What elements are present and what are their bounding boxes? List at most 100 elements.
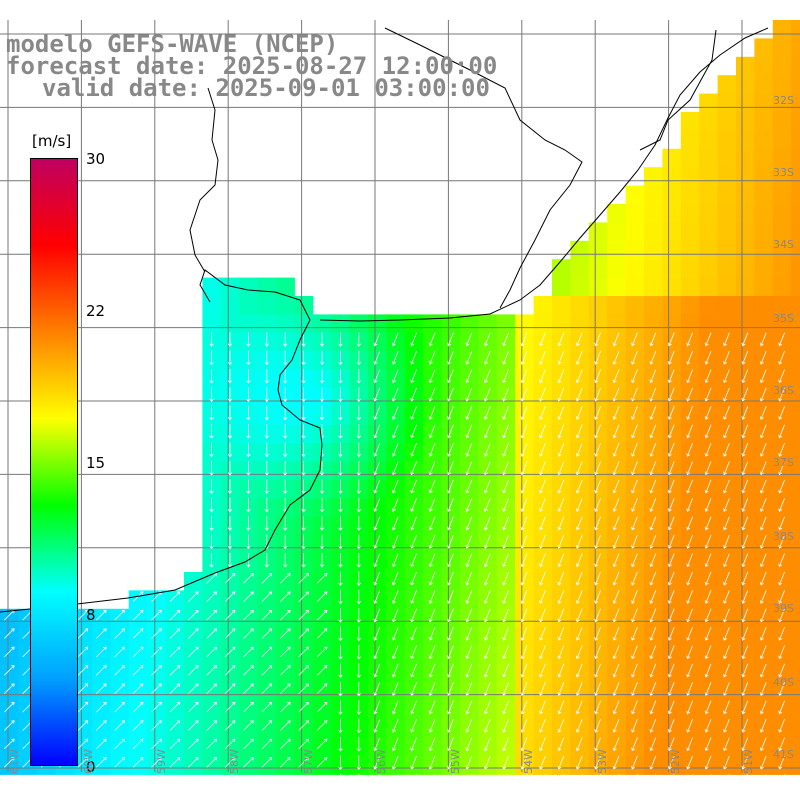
wind-arrow-head (301, 527, 306, 531)
wind-arrow (188, 720, 199, 731)
wind-arrow-head (305, 573, 309, 577)
wind-arrow (374, 369, 381, 383)
wind-cell (386, 572, 406, 591)
wind-arrow-head (612, 361, 617, 365)
wind-cell (515, 332, 535, 352)
wind-arrow-head (338, 527, 343, 531)
wind-arrow-head (323, 573, 328, 577)
lat-label: 35S (773, 312, 794, 325)
wind-arrow-head (447, 434, 452, 439)
wind-arrow (484, 369, 491, 383)
wind-cell (570, 424, 590, 444)
wind-arrow-head (502, 637, 507, 641)
wind-arrow-head (594, 361, 599, 365)
wind-cell (680, 664, 700, 683)
wind-arrow-head (557, 471, 562, 476)
wind-arrow (613, 424, 620, 438)
wind-cell (312, 700, 332, 720)
wind-arrow (484, 424, 491, 438)
wind-arrow-head (246, 380, 251, 384)
wind-arrow-head (103, 720, 107, 724)
wind-arrow (447, 755, 454, 770)
wind-arrow-head (575, 379, 580, 384)
wind-arrow-head (575, 526, 580, 531)
wind-arrow-head (465, 379, 470, 384)
wind-arrow-head (231, 775, 236, 779)
wind-cell (772, 20, 792, 39)
wind-cell (607, 443, 627, 463)
wind-cell (607, 369, 627, 389)
wind-arrow-head (195, 628, 199, 632)
wind-arrow (429, 442, 436, 457)
wind-arrow-head (649, 361, 654, 365)
wind-arrow-head (428, 765, 433, 770)
wind-arrow-head (723, 545, 728, 549)
wind-cell (754, 38, 774, 58)
wind-arrow-head (301, 509, 306, 513)
wind-arrow-head (268, 609, 273, 614)
wind-cell (588, 682, 608, 702)
wind-cell (607, 332, 627, 352)
wind-arrow-head (264, 380, 269, 384)
wind-arrow (521, 590, 528, 604)
wind-cell (404, 553, 424, 573)
wind-cell (772, 277, 792, 297)
wind-arrow-head (594, 434, 599, 439)
wind-arrow (705, 534, 712, 549)
wind-arrow (576, 571, 583, 586)
wind-arrow-head (250, 720, 254, 724)
wind-arrow-head (410, 508, 415, 512)
wind-arrow-head (483, 508, 488, 512)
wind-arrow (539, 663, 546, 678)
wind-arrow (429, 590, 436, 604)
wind-cell (423, 737, 443, 757)
wind-arrow (779, 406, 785, 420)
wind-arrow (595, 350, 601, 365)
wind-arrow-head (667, 655, 672, 660)
wind-arrow-head (465, 342, 470, 347)
wind-cell (478, 443, 498, 463)
wind-cell (754, 222, 774, 242)
wind-arrow (261, 702, 272, 713)
wind-cell (478, 332, 498, 352)
wind-cell (607, 480, 627, 499)
wind-arrow-head (410, 342, 415, 347)
wind-cell (165, 756, 185, 775)
wind-arrow (687, 534, 693, 549)
wind-arrow-head (667, 581, 672, 586)
wind-cell (128, 700, 148, 720)
wind-cell (552, 535, 571, 555)
wind-arrow (4, 628, 15, 639)
wind-arrow (723, 442, 730, 457)
wind-arrow (4, 775, 15, 786)
wind-arrow-head (447, 416, 452, 420)
wind-arrow-head (213, 775, 217, 779)
wind-arrow-head (520, 563, 525, 568)
wind-arrow-head (213, 738, 217, 743)
wind-cell (312, 682, 332, 702)
wind-cell (680, 240, 700, 260)
wind-arrow-head (209, 527, 214, 531)
wind-cell (496, 332, 516, 352)
wind-arrow-head (11, 757, 15, 761)
wind-cell (423, 480, 443, 499)
wind-cell (239, 645, 259, 665)
wind-cell (73, 756, 93, 775)
wind-arrow-head (759, 508, 764, 512)
wind-arrow (705, 498, 712, 512)
wind-arrow (705, 718, 712, 733)
wind-cell (441, 608, 461, 628)
wind-arrow (298, 591, 309, 602)
wind-arrow-head (213, 628, 217, 632)
wind-cell (496, 461, 516, 481)
wind-arrow-head (428, 508, 433, 512)
wind-cell (0, 682, 19, 702)
wind-arrow-head (539, 673, 544, 678)
wind-arrow (429, 571, 436, 586)
wind-cell (460, 664, 479, 683)
wind-cell (791, 75, 800, 95)
wind-arrow-head (539, 581, 544, 586)
wind-arrow (576, 498, 583, 512)
wind-cell (791, 259, 800, 279)
wind-arrow (613, 700, 620, 714)
